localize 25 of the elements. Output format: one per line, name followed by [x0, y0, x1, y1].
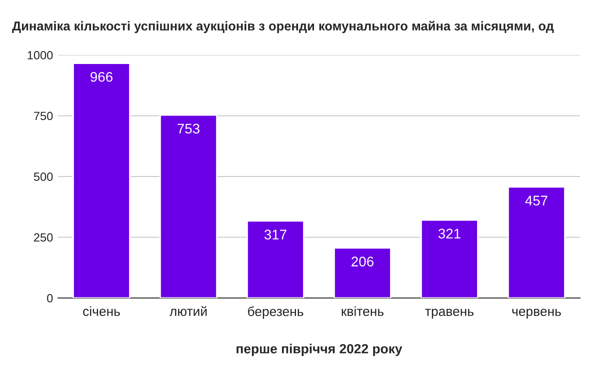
y-tick-label: 500 [34, 172, 53, 181]
bar [420, 219, 478, 298]
x-tick-label: березень [248, 306, 304, 319]
bar [246, 220, 304, 298]
data-label: 206 [352, 256, 374, 266]
y-tick-label: 250 [34, 233, 53, 242]
bar [72, 62, 130, 298]
data-label: 753 [178, 124, 200, 134]
y-tick-label: 750 [34, 112, 53, 120]
x-tick-label: квітень [342, 306, 384, 316]
x-tick-label: січень [83, 306, 120, 316]
data-label: 966 [90, 72, 112, 82]
data-label: 457 [525, 196, 548, 206]
y-tick-label: 1000 [28, 51, 53, 60]
x-tick-label: червень [512, 308, 561, 319]
x-tick-label: лютий [170, 306, 207, 316]
y-tick-label: 0 [47, 294, 53, 302]
bar [334, 247, 392, 298]
x-tick-label: травень [425, 308, 474, 319]
data-label: 321 [438, 228, 460, 239]
bar [508, 186, 566, 298]
chart-title: Динаміка кількості успішних аукціонів з оренди комунального майна за місяцями, од [12, 20, 554, 34]
bar [160, 114, 218, 298]
data-label: 317 [264, 230, 286, 240]
x-axis-title: перше півріччя 2022 року [236, 344, 402, 356]
